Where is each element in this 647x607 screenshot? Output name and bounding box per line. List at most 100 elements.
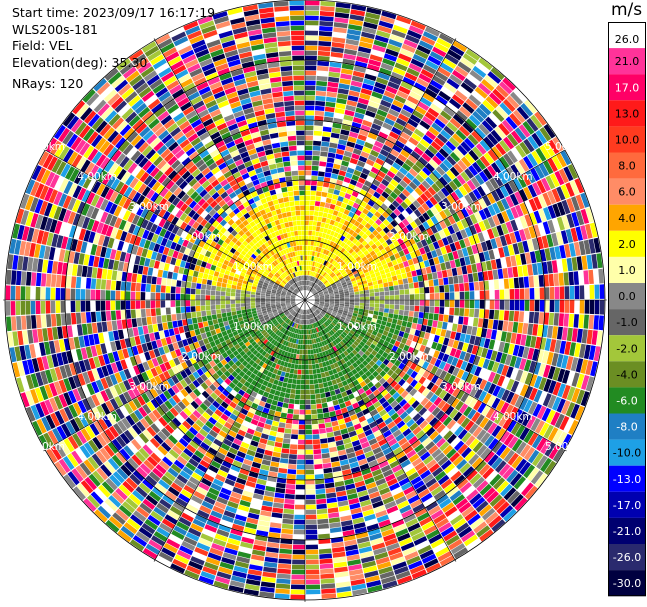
velocity-gate [533, 275, 539, 288]
velocity-gate [574, 405, 585, 421]
velocity-gate [343, 209, 350, 216]
velocity-gate [389, 191, 398, 200]
velocity-gate [547, 325, 553, 339]
velocity-gate [415, 174, 425, 183]
velocity-gate [300, 379, 305, 385]
velocity-gate [453, 411, 463, 422]
velocity-gate [533, 362, 542, 375]
velocity-gate [325, 422, 332, 428]
velocity-gate [314, 302, 320, 304]
velocity-gate [458, 275, 464, 284]
velocity-gate [305, 40, 318, 46]
velocity-gate [546, 352, 554, 365]
velocity-gate [357, 281, 363, 286]
velocity-gate [474, 336, 481, 346]
velocity-gate [397, 213, 406, 221]
velocity-gate [368, 269, 375, 275]
velocity-gate [329, 241, 335, 247]
velocity-gate [438, 278, 444, 286]
velocity-gate [367, 246, 374, 253]
velocity-gate [451, 357, 459, 367]
velocity-gate [531, 238, 539, 251]
velocity-gate [319, 295, 325, 298]
velocity-gate [433, 313, 439, 321]
velocity-gate [438, 229, 446, 239]
velocity-gate [398, 221, 406, 230]
velocity-gate [309, 384, 315, 390]
velocity-gate [314, 201, 321, 207]
velocity-gate [473, 200, 483, 211]
velocity-gate [305, 489, 316, 495]
velocity-gate [327, 401, 334, 407]
velocity-gate [427, 273, 433, 280]
velocity-gate [327, 309, 333, 312]
velocity-gate [548, 139, 560, 155]
velocity-gate [446, 194, 456, 205]
velocity-gate [562, 369, 570, 384]
velocity-gate [376, 319, 382, 325]
velocity-gate [328, 76, 340, 83]
velocity-gate [305, 180, 311, 186]
velocity-gate [435, 328, 442, 336]
velocity-gate [434, 285, 440, 293]
velocity-gate [422, 116, 434, 126]
velocity-gate [353, 340, 359, 347]
velocity-gate [308, 359, 312, 365]
velocity-gate [321, 583, 336, 589]
velocity-gate [456, 220, 465, 231]
velocity-gate [311, 175, 318, 181]
velocity-gate [393, 352, 400, 360]
velocity-gate [347, 332, 354, 338]
velocity-gate [323, 177, 331, 183]
velocity-gate [468, 317, 474, 326]
velocity-gate [305, 215, 310, 221]
velocity-gate [305, 549, 319, 555]
velocity-gate [354, 302, 360, 306]
velocity-gate [444, 307, 450, 315]
velocity-gate [344, 275, 349, 280]
velocity-gate [504, 354, 513, 366]
velocity-gate [548, 380, 557, 394]
velocity-gate [398, 284, 404, 290]
velocity-gate [469, 308, 475, 318]
velocity-gate [388, 203, 397, 212]
velocity-gate [337, 144, 346, 151]
velocity-gate [367, 282, 373, 287]
velocity-gate [349, 304, 355, 308]
velocity-gate [381, 320, 387, 326]
velocity-gate [409, 305, 415, 311]
velocity-gate [464, 420, 475, 432]
velocity-gate [478, 171, 489, 183]
velocity-gate [305, 60, 317, 66]
velocity-gate [488, 92, 502, 105]
velocity-gate [434, 300, 440, 307]
velocity-gate [392, 144, 403, 153]
velocity-gate [315, 246, 319, 252]
velocity-gate [269, 527, 281, 534]
velocity-gate [328, 278, 333, 283]
velocity-gate [273, 502, 284, 509]
velocity-gate [393, 280, 399, 286]
velocity-gate [375, 233, 383, 240]
velocity-gate [354, 220, 361, 227]
velocity-gate [569, 285, 575, 299]
velocity-gate [394, 252, 401, 259]
velocity-gate [446, 235, 454, 244]
velocity-gate [437, 66, 451, 78]
velocity-gate [435, 151, 446, 162]
velocity-gate [451, 267, 458, 276]
velocity-gate [564, 300, 570, 313]
velocity-gate [319, 21, 334, 27]
velocity-gate [335, 216, 342, 223]
velocity-gate [469, 335, 476, 345]
velocity-gate [402, 127, 413, 137]
velocity-gate [585, 223, 593, 239]
velocity-gate [524, 288, 530, 300]
velocity-gate [306, 559, 319, 565]
velocity-gate [394, 232, 401, 240]
velocity-gate [419, 287, 425, 294]
velocity-gate [359, 302, 365, 306]
velocity-gate [392, 200, 400, 208]
velocity-gate [463, 316, 469, 326]
velocity-gate [341, 324, 347, 329]
